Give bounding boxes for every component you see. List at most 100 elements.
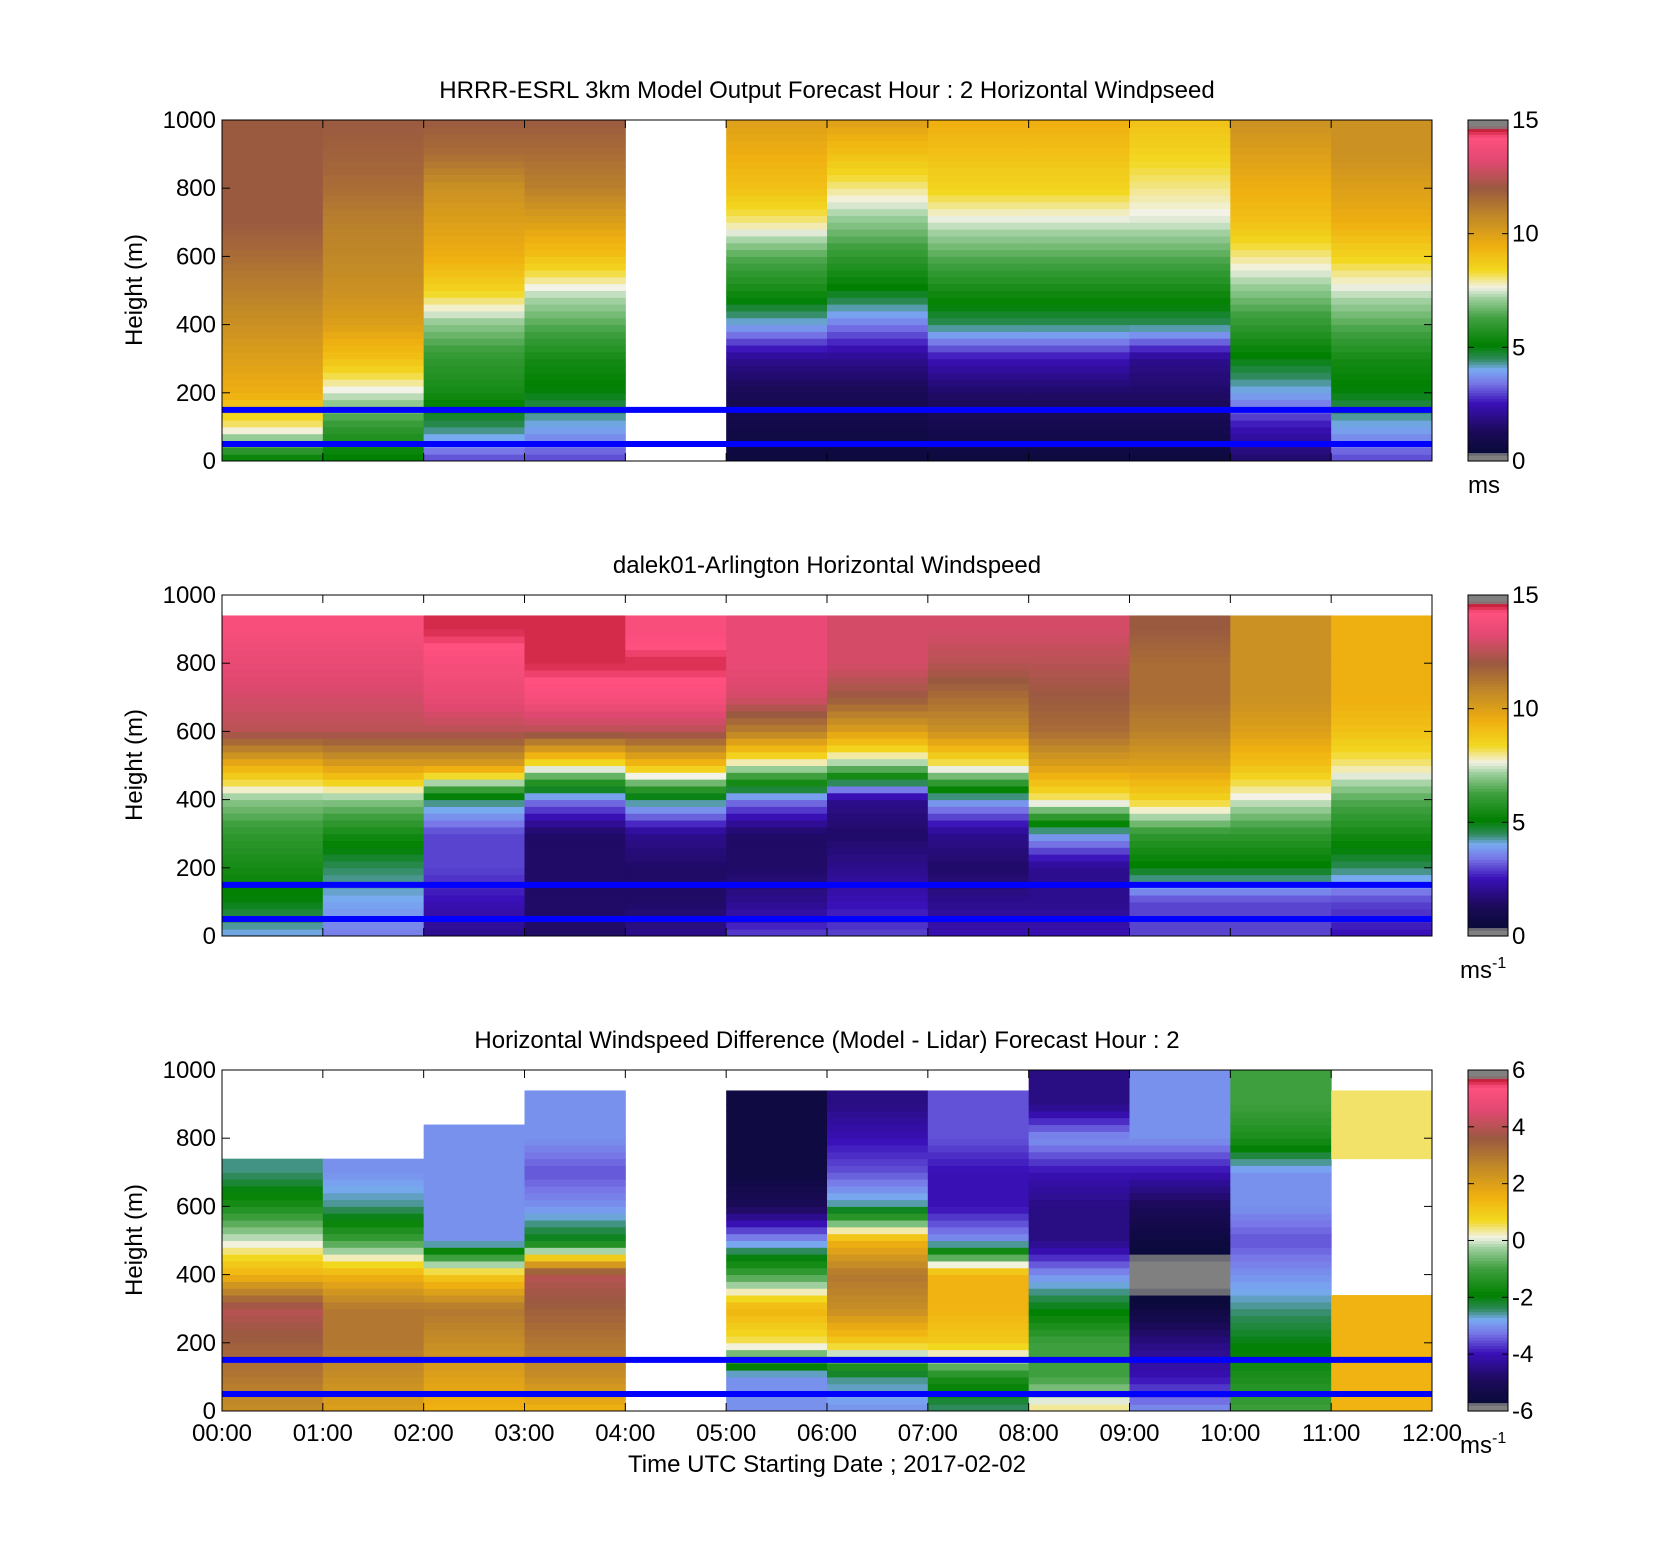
heatmap-cell (1230, 270, 1332, 278)
heatmap-cell (827, 263, 929, 271)
heatmap-cell (827, 297, 929, 305)
heatmap-cell (322, 635, 425, 644)
heatmap-cell (1230, 174, 1332, 182)
heatmap-cell (827, 392, 929, 401)
heatmap-cell (1230, 1206, 1332, 1214)
heatmap-cell (222, 1179, 324, 1187)
heatmap-cell (1129, 847, 1231, 855)
heatmap-cell (827, 447, 929, 455)
heatmap-cell (222, 649, 324, 657)
colorbar-swatch (1468, 222, 1508, 226)
heatmap-cell (927, 1090, 1030, 1098)
colorbar-swatch (1468, 1357, 1508, 1361)
heatmap-cell (625, 874, 727, 882)
heatmap-cell (927, 622, 1030, 630)
heatmap-cell (1028, 860, 1130, 869)
heatmap-cell (827, 1335, 929, 1344)
heatmap-cell (1129, 922, 1231, 930)
heatmap-cell (423, 642, 525, 651)
heatmap-cell (1230, 351, 1332, 360)
reference-lines (222, 1356, 1432, 1397)
heatmap-cell (927, 317, 1030, 326)
heatmap-cell (222, 772, 324, 780)
heatmap-cell (1028, 249, 1130, 257)
colorbar-swatch (1468, 907, 1508, 912)
heatmap-cell (423, 1192, 525, 1201)
heatmap-cell (1129, 895, 1231, 903)
x-axis: 00:00 01:00 02:00 03:00 04:00 05:00 06:00 07:00… (192, 1070, 1462, 1447)
colorbar-swatch (1468, 1166, 1508, 1171)
heatmap-cell (322, 690, 425, 698)
heatmap-cell (1129, 379, 1231, 387)
heatmap-cell (1331, 1308, 1432, 1317)
heatmap-cell (827, 276, 929, 285)
heatmap-cell (1331, 297, 1432, 305)
heatmap-cell (827, 1090, 929, 1098)
heatmap-cell (927, 1104, 1030, 1112)
heatmap-cell (322, 1247, 425, 1255)
colorbar-swatch (1468, 154, 1508, 158)
heatmap-cell (1028, 174, 1130, 182)
heatmap-cell (423, 345, 525, 353)
heatmap-cell (423, 710, 525, 719)
heatmap-cell (524, 799, 626, 807)
heatmap-cell (726, 331, 828, 339)
heatmap-cell (423, 635, 525, 644)
heatmap-cell (1230, 704, 1332, 712)
colorbar-swatch (1468, 864, 1508, 869)
heatmap-cell (1331, 304, 1432, 312)
heatmap-cell (827, 772, 929, 780)
heatmap-cell (524, 649, 626, 657)
heatmap-cell (524, 235, 626, 244)
heatmap-cell (222, 676, 324, 685)
colorbar-swatch (1468, 242, 1508, 246)
heatmap-cell (222, 365, 324, 373)
colorbar-swatch (1468, 711, 1508, 715)
heatmap-cell (927, 635, 1030, 644)
heatmap-cell (423, 847, 525, 855)
colorbar-swatch (1468, 162, 1508, 167)
heatmap-cell (1129, 663, 1231, 671)
heatmap-cell (524, 249, 626, 257)
heatmap-cell (1028, 1267, 1130, 1276)
panel-model: HRRR-ESRL 3km Model Output Forecast Hour… (121, 77, 1539, 499)
heatmap-cell (222, 908, 324, 917)
heatmap-cell (1028, 758, 1130, 766)
heatmap-cell (1230, 656, 1332, 664)
heatmap-cell (1129, 229, 1231, 237)
heatmap-cell (322, 642, 425, 651)
colorbar-swatch (1468, 407, 1508, 411)
heatmap-cell (625, 908, 727, 917)
colorbar-tick-label: -4 (1512, 1341, 1533, 1368)
heatmap-cell (1028, 1274, 1130, 1282)
heatmap-cell (625, 840, 727, 848)
heatmap-cell (726, 1240, 828, 1248)
heatmap-cell (222, 167, 324, 176)
heatmap-cell (423, 772, 525, 780)
colorbar-swatch (1468, 774, 1508, 778)
heatmap-cell (927, 840, 1030, 848)
heatmap-cell (726, 147, 828, 155)
heatmap-cell (1230, 147, 1332, 155)
colorbar-swatch (1468, 245, 1508, 249)
heatmap-cell (423, 1151, 525, 1160)
heatmap-cell (322, 1274, 425, 1282)
heatmap-cell (222, 324, 324, 332)
colorbar-swatch (1468, 666, 1508, 670)
colorbar-swatch (1468, 301, 1508, 306)
heatmap-cell (322, 1220, 425, 1228)
heatmap-cell (1230, 160, 1332, 169)
y-tick-label: 200 (176, 855, 216, 882)
colorbar-swatch (1468, 697, 1508, 701)
heatmap-cell (1230, 263, 1332, 271)
heatmap-cell (423, 454, 525, 461)
heatmap-cell (222, 929, 324, 936)
heatmap-cell (423, 338, 525, 346)
heatmap-cell (1129, 635, 1231, 644)
heatmap-cell (1230, 235, 1332, 244)
colorbar-swatch (1468, 290, 1508, 294)
heatmap-cell (1028, 1131, 1130, 1139)
heatmap-cell (524, 779, 626, 787)
